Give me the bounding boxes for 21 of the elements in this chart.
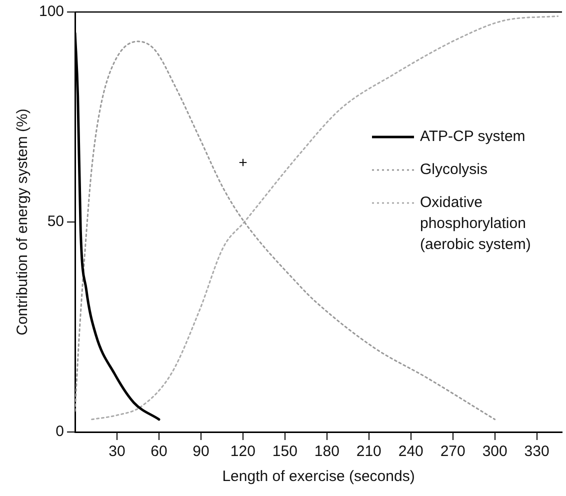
legend-label: Oxidative phosphorylation (aerobic system) [420, 194, 531, 254]
y-tick-label: 100 [38, 3, 64, 20]
legend-label: ATP-CP system [420, 128, 526, 146]
x-tick-label: 60 [150, 443, 168, 460]
annotation: + [238, 154, 248, 172]
x-tick-label: 180 [314, 443, 340, 460]
x-tick-label: 30 [108, 443, 126, 460]
x-tick-label: 210 [356, 443, 382, 460]
x-tick-label: 330 [524, 443, 550, 460]
legend-label: Glycolysis [420, 161, 488, 178]
y-tick-label: 50 [47, 213, 64, 230]
x-tick-label: 120 [230, 443, 256, 460]
x-tick-label: 90 [192, 443, 210, 460]
line-series [91, 15, 559, 420]
x-axis-title: Length of exercise (seconds) [222, 468, 415, 486]
y-tick-label: 0 [56, 423, 64, 440]
x-tick-label: 270 [440, 443, 466, 460]
x-tick-label: 150 [272, 443, 298, 460]
x-tick-label: 240 [398, 443, 424, 460]
y-axis-title: Contribution of energy system (%) [14, 108, 32, 336]
x-tick-label: 300 [482, 443, 508, 460]
